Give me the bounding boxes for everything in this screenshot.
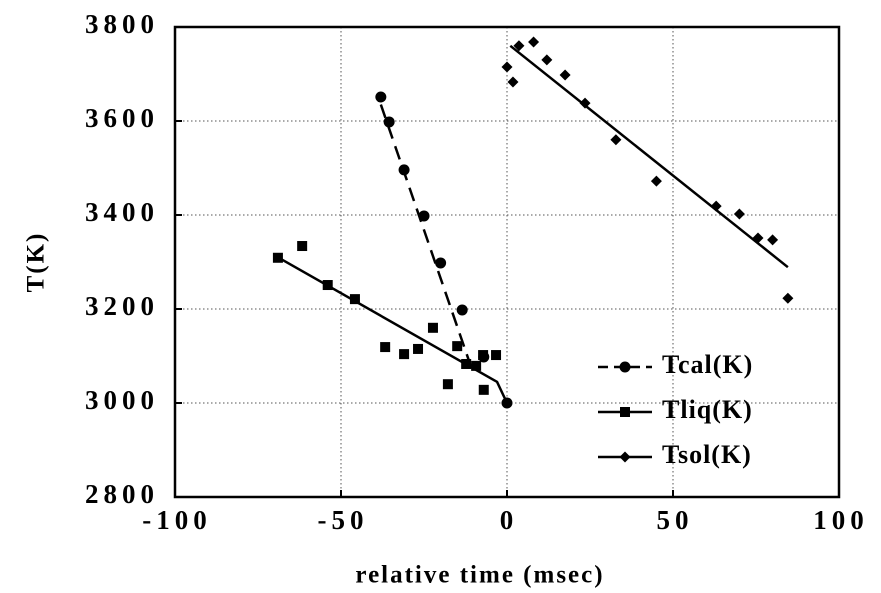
- data-point: [579, 97, 591, 109]
- fit-line: [277, 256, 509, 404]
- y-axis-label: T(K): [23, 232, 50, 293]
- data-point: [297, 241, 308, 252]
- data-point: [272, 252, 283, 263]
- data-point: [349, 294, 360, 305]
- data-point: [782, 292, 794, 304]
- data-point: [418, 210, 430, 222]
- data-point: [461, 358, 472, 369]
- data-point: [528, 36, 540, 48]
- y-tick-label: 3400: [85, 197, 159, 227]
- data-point: [507, 76, 519, 88]
- legend-label: Tcal(K): [662, 350, 753, 379]
- data-point: [399, 349, 410, 360]
- y-tick-label: 3600: [85, 103, 159, 133]
- data-point: [513, 40, 525, 52]
- data-point: [733, 208, 745, 220]
- data-point: [413, 343, 424, 354]
- data-point: [610, 134, 622, 146]
- x-tick-label: 0: [500, 505, 519, 535]
- data-point: [478, 350, 489, 361]
- data-point: [491, 350, 502, 361]
- legend-marker: [620, 407, 630, 417]
- data-point: [650, 175, 662, 187]
- fit-line: [509, 44, 789, 269]
- x-axis-label: relative time (msec): [355, 562, 604, 589]
- y-tick-label: 2800: [85, 479, 159, 509]
- data-point: [456, 304, 468, 316]
- data-point: [501, 61, 513, 73]
- data-point: [541, 54, 553, 66]
- data-point: [427, 322, 438, 333]
- fit-line: [379, 104, 475, 376]
- data-point: [435, 257, 447, 269]
- x-tick-label: -100: [142, 505, 212, 535]
- data-point: [322, 280, 333, 291]
- plot-frame: [173, 25, 841, 499]
- data-point: [767, 234, 779, 246]
- y-tick-label: 3200: [85, 291, 159, 321]
- data-point: [383, 116, 395, 128]
- x-tick-label: -50: [318, 505, 369, 535]
- legend-marker: [619, 451, 631, 463]
- data-point: [452, 341, 463, 352]
- y-tick-label: 3800: [85, 9, 159, 39]
- data-point: [380, 342, 391, 353]
- legend-label: Tliq(K): [662, 395, 753, 424]
- legend-label: Tsol(K): [662, 440, 752, 469]
- data-point: [398, 164, 410, 176]
- data-point: [478, 384, 489, 395]
- x-tick-label: 100: [813, 505, 869, 535]
- y-tick-label: 3000: [85, 385, 159, 415]
- data-point: [710, 200, 722, 212]
- data-point: [559, 69, 571, 81]
- x-tick-label: 50: [657, 505, 694, 535]
- data-point: [375, 91, 387, 103]
- legend-marker: [619, 361, 631, 373]
- data-point: [752, 232, 764, 244]
- data-point: [471, 360, 482, 371]
- data-point: [442, 379, 453, 390]
